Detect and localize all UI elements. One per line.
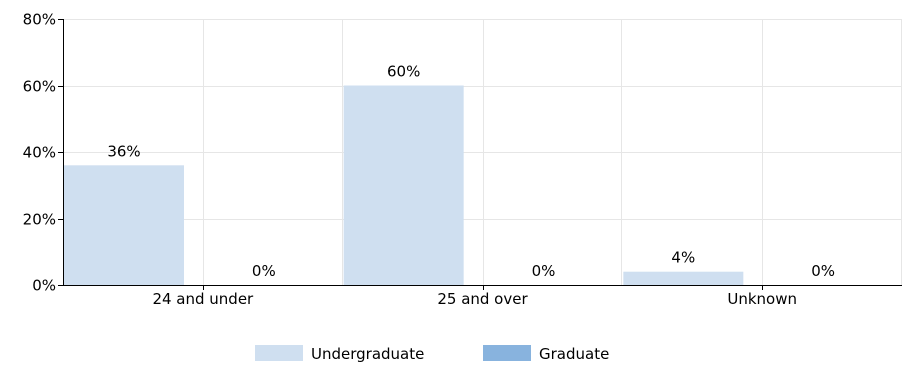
x-tick-label: 24 and under xyxy=(152,290,254,308)
grid xyxy=(63,19,902,285)
x-tick-label: 25 and over xyxy=(437,290,528,308)
data-labels: 36% 0% 60% 0% 4% 0% xyxy=(107,63,835,281)
y-tick-label: 80% xyxy=(23,11,56,29)
bar-undergraduate xyxy=(64,165,184,285)
data-label: 0% xyxy=(811,262,835,280)
y-tick-label: 40% xyxy=(23,144,56,162)
legend-swatch-graduate xyxy=(483,345,531,361)
data-label: 60% xyxy=(387,63,420,81)
bar-undergraduate xyxy=(344,86,464,286)
y-tick-label: 60% xyxy=(23,78,56,96)
legend-label: Undergraduate xyxy=(311,345,424,363)
data-label: 0% xyxy=(252,262,276,280)
data-label: 36% xyxy=(107,142,140,160)
y-tick-label: 20% xyxy=(23,211,56,229)
bar-undergraduate xyxy=(623,272,743,285)
y-tick-label: 0% xyxy=(32,277,56,295)
legend: Undergraduate Graduate xyxy=(255,345,609,363)
legend-label: Graduate xyxy=(539,345,609,363)
data-label: 4% xyxy=(671,249,695,267)
data-label: 0% xyxy=(532,262,556,280)
x-tick-label: Unknown xyxy=(727,290,797,308)
bars xyxy=(64,86,743,286)
legend-swatch-undergraduate xyxy=(255,345,303,361)
